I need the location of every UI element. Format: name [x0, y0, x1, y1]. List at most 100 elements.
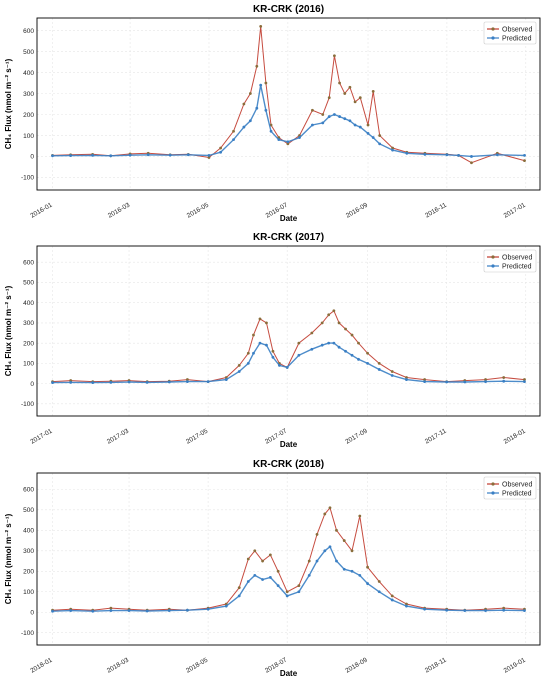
data-point [276, 584, 280, 588]
data-point [285, 590, 289, 594]
data-point [297, 353, 301, 357]
y-tick-label: 600 [23, 259, 34, 266]
data-point [261, 559, 264, 563]
data-point [343, 92, 347, 95]
data-point [338, 115, 341, 118]
y-tick-label: 100 [23, 361, 34, 368]
series-predicted [51, 545, 526, 613]
data-point [315, 533, 319, 536]
data-point [145, 381, 149, 384]
data-point [255, 106, 259, 110]
y-tick-label: 200 [23, 569, 34, 576]
x-tick-label: 2018-01 [503, 427, 527, 445]
x-tick-label: 2016-11 [424, 201, 448, 219]
data-point [237, 364, 241, 367]
data-point [127, 380, 131, 384]
data-point [321, 113, 325, 116]
data-point [348, 85, 352, 89]
data-point [523, 380, 526, 383]
data-point [109, 606, 113, 610]
chart-panel-2: KR-CRK (2018) -100 0 100 200 300 400 500 600 2018… [4, 459, 541, 678]
data-point [445, 153, 449, 157]
data-point [337, 321, 341, 325]
chart-title: KR-CRK (2017) [253, 232, 324, 243]
y-tick-label: 300 [23, 548, 34, 555]
data-point [357, 357, 360, 361]
data-point [445, 608, 449, 612]
y-tick-label: 200 [23, 112, 34, 119]
data-point [423, 380, 427, 383]
data-point [298, 136, 301, 139]
data-point [405, 376, 408, 379]
data-point [332, 341, 336, 345]
data-point [350, 333, 354, 337]
data-point [328, 506, 332, 510]
data-point [366, 351, 369, 355]
data-point [470, 155, 473, 158]
data-point [168, 153, 172, 157]
data-point [109, 381, 113, 384]
data-point [128, 153, 132, 157]
data-point [377, 368, 381, 371]
data-point [423, 607, 427, 611]
data-point [237, 586, 241, 590]
y-tick-label: -100 [21, 630, 34, 637]
data-point [109, 609, 113, 612]
data-point [207, 153, 211, 157]
data-point [335, 528, 338, 532]
data-point [335, 559, 338, 563]
x-tick-label: 2017-03 [106, 427, 130, 445]
y-axis-label: CH₄ Flux (nmol m⁻² s⁻¹) [4, 513, 13, 604]
series-observed [51, 24, 526, 165]
data-point [523, 153, 526, 157]
x-tick-label: 2016-09 [345, 201, 369, 219]
data-point [264, 108, 268, 112]
data-point [206, 380, 210, 383]
data-point [258, 341, 262, 345]
data-point [146, 153, 150, 157]
series-predicted [51, 83, 526, 158]
data-point [315, 559, 319, 563]
data-point [405, 602, 408, 606]
data-point [342, 567, 346, 571]
data-point [69, 609, 73, 612]
x-tick-label: 2018-03 [106, 656, 130, 674]
data-point [457, 153, 460, 157]
x-tick-label: 2019-01 [503, 656, 527, 674]
data-point [358, 125, 362, 129]
data-point [445, 380, 449, 384]
data-point [286, 142, 290, 146]
data-point [333, 113, 336, 116]
data-point [484, 378, 487, 381]
y-tick-label: 600 [23, 487, 34, 494]
data-point [252, 351, 255, 355]
data-point [332, 309, 336, 313]
data-point [264, 81, 268, 85]
data-point [258, 317, 262, 321]
y-tick-label: -100 [21, 401, 34, 408]
data-point [357, 341, 360, 345]
data-point [224, 604, 228, 608]
data-point [285, 366, 289, 369]
data-point [366, 582, 369, 585]
y-tick-label: 100 [23, 133, 34, 140]
data-point [246, 351, 250, 355]
legend: Observed Predicted [483, 476, 537, 500]
data-point [261, 578, 264, 581]
data-point [502, 376, 506, 379]
data-point [390, 594, 394, 598]
y-tick-label: 500 [23, 49, 34, 56]
series-line [52, 506, 525, 611]
data-point [224, 376, 228, 379]
data-point [252, 333, 255, 337]
data-point [405, 604, 408, 608]
data-point [268, 553, 272, 557]
x-tick-label: 2018-01 [29, 656, 53, 674]
data-point [277, 138, 281, 142]
data-point [377, 580, 381, 583]
y-tick-label: 0 [30, 154, 34, 161]
data-point [344, 327, 347, 331]
data-point [51, 609, 54, 613]
data-point [327, 341, 331, 345]
